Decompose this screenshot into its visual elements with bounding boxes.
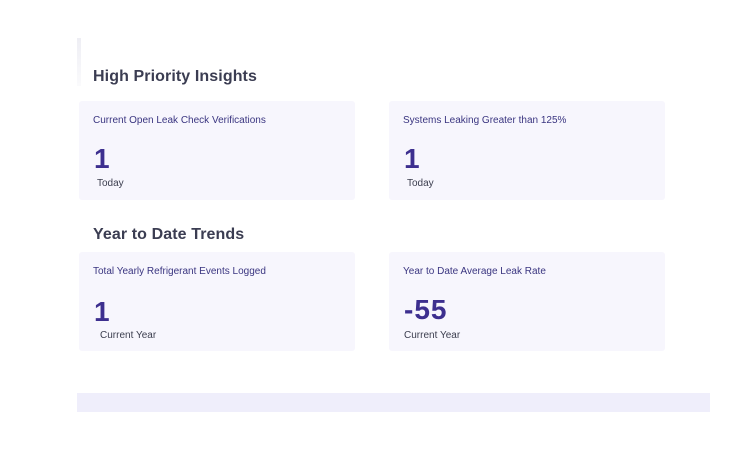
card-period: Today (97, 178, 124, 189)
section-title-ytd-trends: Year to Date Trends (93, 226, 245, 243)
card-period: Current Year (404, 330, 461, 341)
trend-card-average-leak-rate[interactable]: Year to Date Average Leak Rate -55 Curre… (389, 252, 665, 351)
card-value: 1 (404, 143, 420, 174)
card-label: Systems Leaking Greater than 125% (403, 115, 567, 126)
card-value: 1 (94, 296, 110, 327)
card-value: -55 (404, 294, 448, 325)
insight-card-systems-leaking[interactable]: Systems Leaking Greater than 125% 1 Toda… (389, 101, 665, 200)
card-value: 1 (94, 143, 110, 174)
card-label: Current Open Leak Check Verifications (93, 115, 266, 126)
footer-bar (77, 393, 710, 412)
card-period: Current Year (100, 330, 157, 341)
insight-card-open-leak-checks[interactable]: Current Open Leak Check Verifications 1 … (79, 101, 355, 200)
card-label: Total Yearly Refrigerant Events Logged (93, 266, 266, 277)
panel-edge (77, 38, 81, 86)
card-label: Year to Date Average Leak Rate (403, 266, 546, 277)
section-title-high-priority: High Priority Insights (93, 68, 257, 85)
trend-card-refrigerant-events[interactable]: Total Yearly Refrigerant Events Logged 1… (79, 252, 355, 351)
card-period: Today (407, 178, 434, 189)
